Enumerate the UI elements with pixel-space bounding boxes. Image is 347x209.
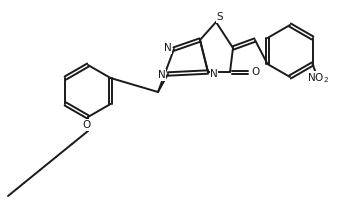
Text: N: N	[210, 69, 218, 79]
Text: O: O	[252, 67, 260, 77]
Text: N: N	[158, 70, 166, 80]
Text: NO$_2$: NO$_2$	[307, 71, 329, 85]
Text: N: N	[164, 43, 172, 53]
Text: O: O	[83, 120, 91, 130]
Text: S: S	[217, 12, 223, 22]
